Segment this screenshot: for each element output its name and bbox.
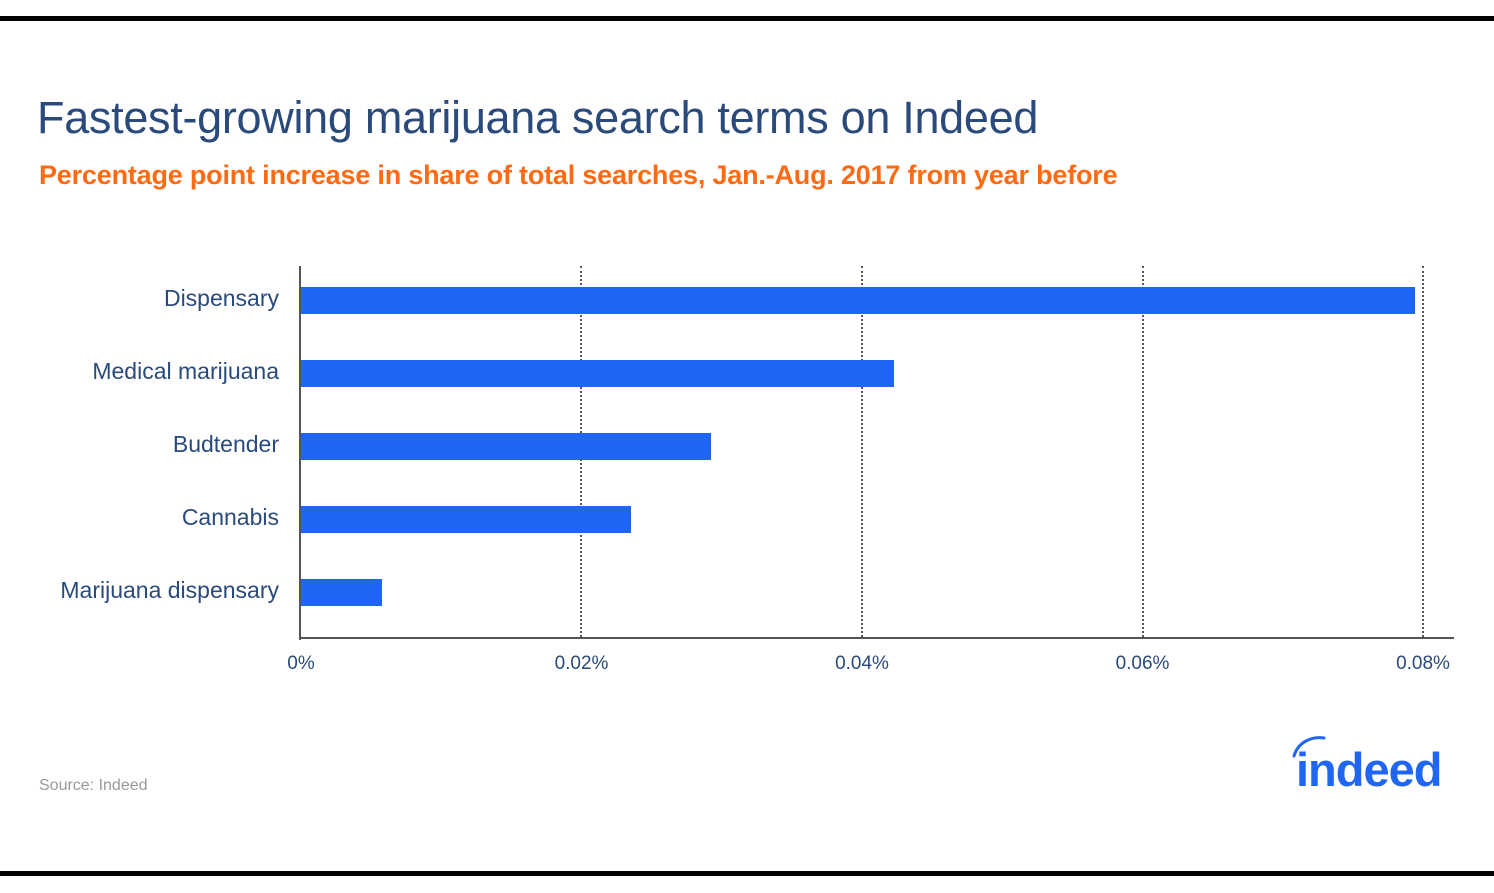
x-tick-label: 0% xyxy=(287,653,315,674)
source-note: Source: Indeed xyxy=(39,777,148,794)
gridline-0.06 xyxy=(1142,266,1144,637)
category-label: Marijuana dispensary xyxy=(60,577,279,603)
x-tick-label: 0.06% xyxy=(1115,653,1170,674)
x-axis-line xyxy=(299,637,1454,639)
chart-subtitle: Percentage point increase in share of to… xyxy=(39,160,1118,190)
bar-dispensary xyxy=(301,287,1415,314)
logo-text: indeed xyxy=(1296,743,1442,796)
category-label: Dispensary xyxy=(163,285,279,311)
bar-medical-marijuana xyxy=(301,360,894,387)
category-label: Medical marijuana xyxy=(92,358,279,384)
logo-arc-icon xyxy=(1292,736,1326,758)
gridline-0.08 xyxy=(1422,266,1424,637)
x-tick-label: 0.02% xyxy=(554,653,609,674)
bar-cannabis xyxy=(301,506,631,533)
y-axis-line xyxy=(299,266,301,640)
x-tick-label: 0.04% xyxy=(835,653,889,674)
category-label: Budtender xyxy=(172,431,279,457)
x-tick-label: 0.08% xyxy=(1396,653,1450,674)
top-rule xyxy=(0,16,1494,21)
category-label: Cannabis xyxy=(181,504,279,530)
indeed-logo: indeed xyxy=(1292,736,1461,802)
bottom-rule xyxy=(0,871,1494,876)
bar-budtender xyxy=(301,433,711,460)
bar-marijuana-dispensary xyxy=(301,579,382,606)
gridline-0.04 xyxy=(861,266,863,637)
chart-title: Fastest-growing marijuana search terms o… xyxy=(37,92,1039,143)
